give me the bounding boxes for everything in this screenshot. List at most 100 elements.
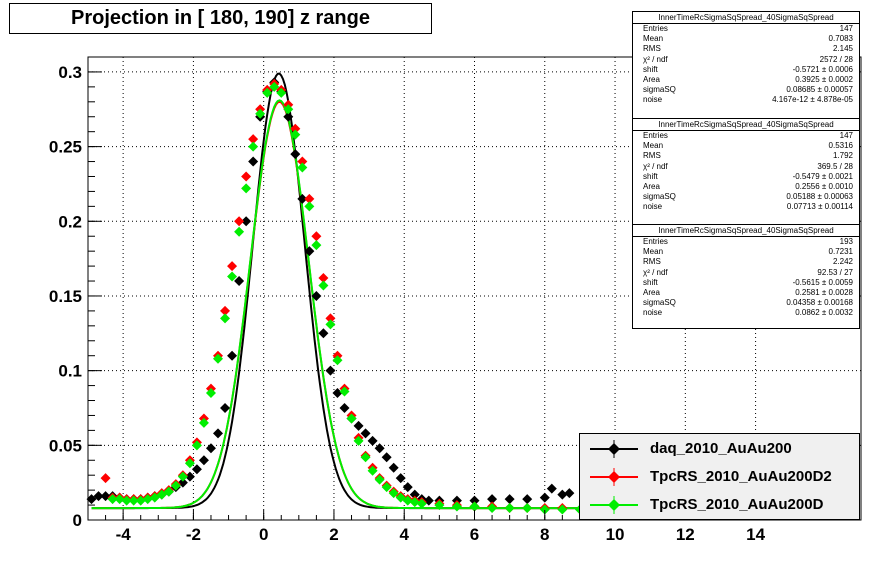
data-point (220, 305, 231, 316)
data-point (339, 386, 350, 397)
stats-value: 147 (839, 24, 853, 33)
stats-value: 2.242 (832, 257, 853, 267)
data-point (297, 193, 308, 204)
data-point (434, 500, 445, 511)
stats-value: 0.5316 (828, 141, 853, 151)
data-point (262, 87, 273, 98)
stats-value: 147 (839, 131, 853, 140)
stats-row: shift -0.5721 ± 0.0006 (633, 65, 859, 75)
stats-row: Mean 0.7231 (633, 247, 859, 257)
data-point (184, 458, 195, 469)
stats-key: noise (643, 202, 663, 212)
data-point (557, 489, 568, 500)
data-point (241, 216, 252, 227)
stats-value: 92.53 / 27 (817, 267, 853, 277)
data-point (220, 402, 231, 413)
legend-label-tpcrs-d: TpcRS_2010_AuAu200D (650, 496, 824, 513)
data-point (198, 417, 209, 428)
legend-item-tpcrs-d: TpcRS_2010_AuAu200D (580, 492, 859, 518)
stats-key: Mean (643, 247, 664, 257)
stats-row: RMS 2.242 (633, 257, 859, 267)
data-point (234, 276, 245, 287)
data-point (546, 483, 557, 494)
x-tick-label: -4 (116, 525, 132, 544)
data-point (177, 471, 188, 482)
data-point (311, 290, 322, 301)
stats-box-header: InnerTimeRcSigmaSqSpread_40SigmaSqSpread (633, 119, 859, 131)
stats-box: InnerTimeRcSigmaSqSpread_40SigmaSqSpread… (632, 224, 860, 329)
data-point (522, 494, 533, 505)
data-point (227, 271, 238, 282)
data-point (248, 134, 259, 145)
data-point (135, 495, 146, 506)
stats-row: noise 0.0862 ± 0.0032 (633, 308, 859, 318)
data-point (557, 504, 568, 515)
data-point (311, 240, 322, 251)
data-point (290, 149, 301, 160)
y-tick-label: 0 (73, 511, 82, 530)
stats-row: RMS 2.145 (633, 44, 859, 54)
legend-item-tpcrs-d2: TpcRS_2010_AuAu200D2 (580, 464, 859, 490)
data-point (177, 477, 188, 488)
data-point (248, 156, 259, 167)
data-point (388, 488, 399, 499)
legend-marker-tpcrs-d (590, 496, 638, 514)
x-tick-label: 8 (540, 525, 549, 544)
stats-box: InnerTimeRcSigmaSqSpread_40SigmaSqSpread… (632, 118, 860, 225)
data-point (290, 123, 301, 134)
data-point (504, 494, 515, 505)
stats-row: sigmaSQ 0.05188 ± 0.00063 (633, 192, 859, 202)
data-point (402, 482, 413, 493)
data-point (121, 495, 132, 506)
data-point (374, 443, 385, 454)
stats-row: Entries 193 (633, 237, 859, 247)
data-point (234, 226, 245, 237)
stats-key: RMS (643, 257, 661, 267)
data-point (128, 495, 139, 506)
data-point (248, 141, 259, 152)
data-point (283, 104, 294, 115)
data-point (205, 443, 216, 454)
data-point (191, 440, 202, 451)
legend-item-daq: daq_2010_AuAu200 (580, 436, 859, 462)
stats-key: sigmaSQ (643, 298, 676, 308)
stats-value: -0.5479 ± 0.0021 (792, 171, 853, 181)
stats-value: 0.2581 ± 0.0028 (795, 288, 853, 298)
data-points (86, 77, 585, 515)
data-point (339, 402, 350, 413)
data-point (318, 273, 329, 284)
data-point (325, 319, 336, 330)
data-point (381, 482, 392, 493)
stats-key: χ² / ndf (643, 54, 668, 64)
stats-box-header: InnerTimeRcSigmaSqSpread_40SigmaSqSpread (633, 12, 859, 24)
data-point (539, 492, 550, 503)
data-point (367, 435, 378, 446)
data-point (522, 503, 533, 514)
data-point (469, 501, 480, 512)
data-point (360, 452, 371, 463)
stats-key: shift (643, 64, 658, 74)
stats-key: shift (643, 171, 658, 181)
stats-value: 0.05188 ± 0.00063 (786, 192, 853, 202)
y-tick-label: 0.05 (49, 436, 82, 455)
stats-value: 0.2556 ± 0.0010 (795, 182, 853, 192)
data-point (255, 108, 266, 119)
stats-value: 0.04358 ± 0.00168 (786, 298, 853, 308)
data-point (564, 488, 575, 499)
stats-value: 193 (839, 237, 853, 246)
chart-title: Projection in [ 180, 190] z range (9, 3, 432, 34)
stats-key: noise (643, 95, 663, 105)
stats-key: RMS (643, 44, 661, 54)
stats-value: 2572 / 28 (819, 54, 853, 64)
data-point (156, 489, 167, 500)
data-point (469, 495, 480, 506)
stats-value: 4.167e-12 ± 4.878e-05 (772, 95, 853, 105)
data-point (374, 474, 385, 485)
stats-key: Mean (643, 34, 664, 44)
stats-row: Mean 0.7083 (633, 34, 859, 44)
stats-row: Area 0.3925 ± 0.0002 (633, 75, 859, 85)
stats-key: Area (643, 182, 660, 192)
data-point (241, 171, 252, 182)
x-tick-label: 10 (606, 525, 625, 544)
y-tick-label: 0.3 (58, 63, 82, 82)
